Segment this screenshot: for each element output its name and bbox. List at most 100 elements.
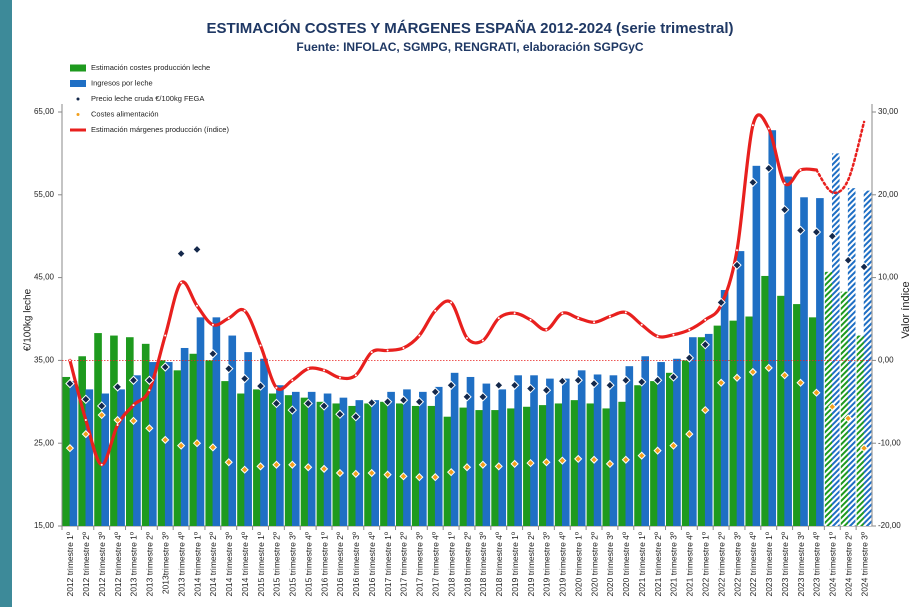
marker (796, 378, 805, 387)
line-point (529, 318, 532, 321)
x-tick-label: 2023 trimestre 4º (812, 532, 822, 597)
bar (856, 335, 865, 526)
x-tick-label: 2020 trimestre 4º (621, 532, 631, 597)
marker (430, 387, 440, 397)
marker (859, 444, 869, 453)
x-tick-label: 2021 trimestre 3º (669, 532, 679, 597)
marker (335, 468, 345, 478)
marker (541, 385, 552, 395)
marker (748, 367, 757, 377)
line-point (593, 321, 596, 324)
bar (85, 389, 94, 526)
marker (177, 441, 186, 450)
bar (554, 403, 563, 526)
x-tick-label: 2015 trimestre 4º (303, 532, 313, 597)
marker (287, 405, 298, 415)
marker (81, 429, 90, 439)
bar (602, 408, 611, 526)
marker (271, 398, 282, 409)
x-tick-label: 2022 trimestre 3º (732, 532, 742, 597)
marker (239, 373, 250, 384)
line-point (211, 323, 214, 326)
bar (570, 400, 579, 526)
line-point (323, 369, 326, 372)
legend-swatch (76, 97, 80, 101)
marker (795, 225, 806, 236)
x-tick-label: 2024 trimestre 2º (843, 532, 853, 597)
line-point (227, 317, 230, 320)
bar (291, 391, 300, 526)
bar (157, 360, 166, 526)
bar (752, 165, 761, 526)
marker (319, 401, 329, 411)
marker (494, 380, 504, 390)
bar (117, 389, 125, 526)
bar (419, 391, 427, 526)
x-tick-label: 2013 trimestre 2º (145, 532, 155, 597)
marker (621, 455, 630, 464)
line-point (243, 309, 246, 312)
marker (303, 398, 313, 409)
marker (780, 371, 789, 380)
bar (268, 393, 277, 526)
marker (256, 462, 265, 471)
marker (509, 380, 520, 390)
x-tick-label: 2012 trimestre 3º (97, 532, 107, 597)
bar (650, 381, 658, 526)
x-tick-label: 2016 trimestre 2º (335, 532, 345, 597)
line-point (180, 281, 183, 284)
line-point (561, 312, 564, 315)
line-point (196, 304, 198, 307)
x-tick-label: 2021 trimestre 1º (637, 532, 647, 597)
line-point (481, 339, 484, 342)
marker (717, 378, 726, 387)
legend-label: Estimación márgenes producción (índice) (91, 125, 229, 134)
marker (843, 255, 853, 265)
line-point (418, 334, 421, 337)
marker (335, 409, 345, 419)
bar (196, 317, 205, 526)
line-point (275, 386, 278, 389)
legend-swatch (70, 64, 86, 72)
line-point (656, 335, 659, 338)
bar (133, 375, 141, 526)
bar (561, 378, 570, 526)
line-point (132, 404, 135, 407)
x-tick-label: 2017 trimestre 2º (399, 532, 409, 597)
bar (348, 405, 356, 526)
bar (673, 358, 681, 526)
line-point (704, 318, 707, 321)
line-point (370, 351, 373, 354)
marker (431, 473, 440, 482)
y2-tick-label: 0,00 (878, 356, 894, 365)
marker (542, 458, 551, 467)
y2-tick-label: 10,00 (878, 273, 899, 282)
bar (713, 325, 722, 526)
line-point (100, 463, 103, 466)
marker (144, 375, 155, 385)
line-point (783, 182, 786, 185)
marker (812, 388, 821, 397)
bar (371, 400, 380, 526)
bar (332, 403, 341, 526)
x-tick-label: 2018 trimestre 3º (478, 532, 488, 597)
marker (81, 394, 91, 405)
x-tick-label: 2016 trimestre 3º (351, 532, 361, 597)
bar (284, 395, 293, 526)
marker (288, 460, 297, 469)
y-tick-label: 45,00 (34, 273, 55, 282)
marker (510, 459, 519, 469)
legend-swatch (76, 113, 80, 116)
line-point (68, 359, 71, 362)
bar (800, 197, 808, 526)
bar (546, 378, 554, 526)
marker (176, 248, 186, 259)
legend-swatch (70, 80, 86, 87)
marker (192, 439, 202, 448)
x-tick-label: 2015 trimestre 1º (256, 532, 266, 597)
x-tick-label: 2018 trimestre 1º (446, 532, 456, 597)
bar (720, 290, 729, 526)
x-tick-label: 2024 trimestre 1º (828, 532, 838, 597)
bar (514, 375, 522, 526)
marker (701, 405, 710, 415)
